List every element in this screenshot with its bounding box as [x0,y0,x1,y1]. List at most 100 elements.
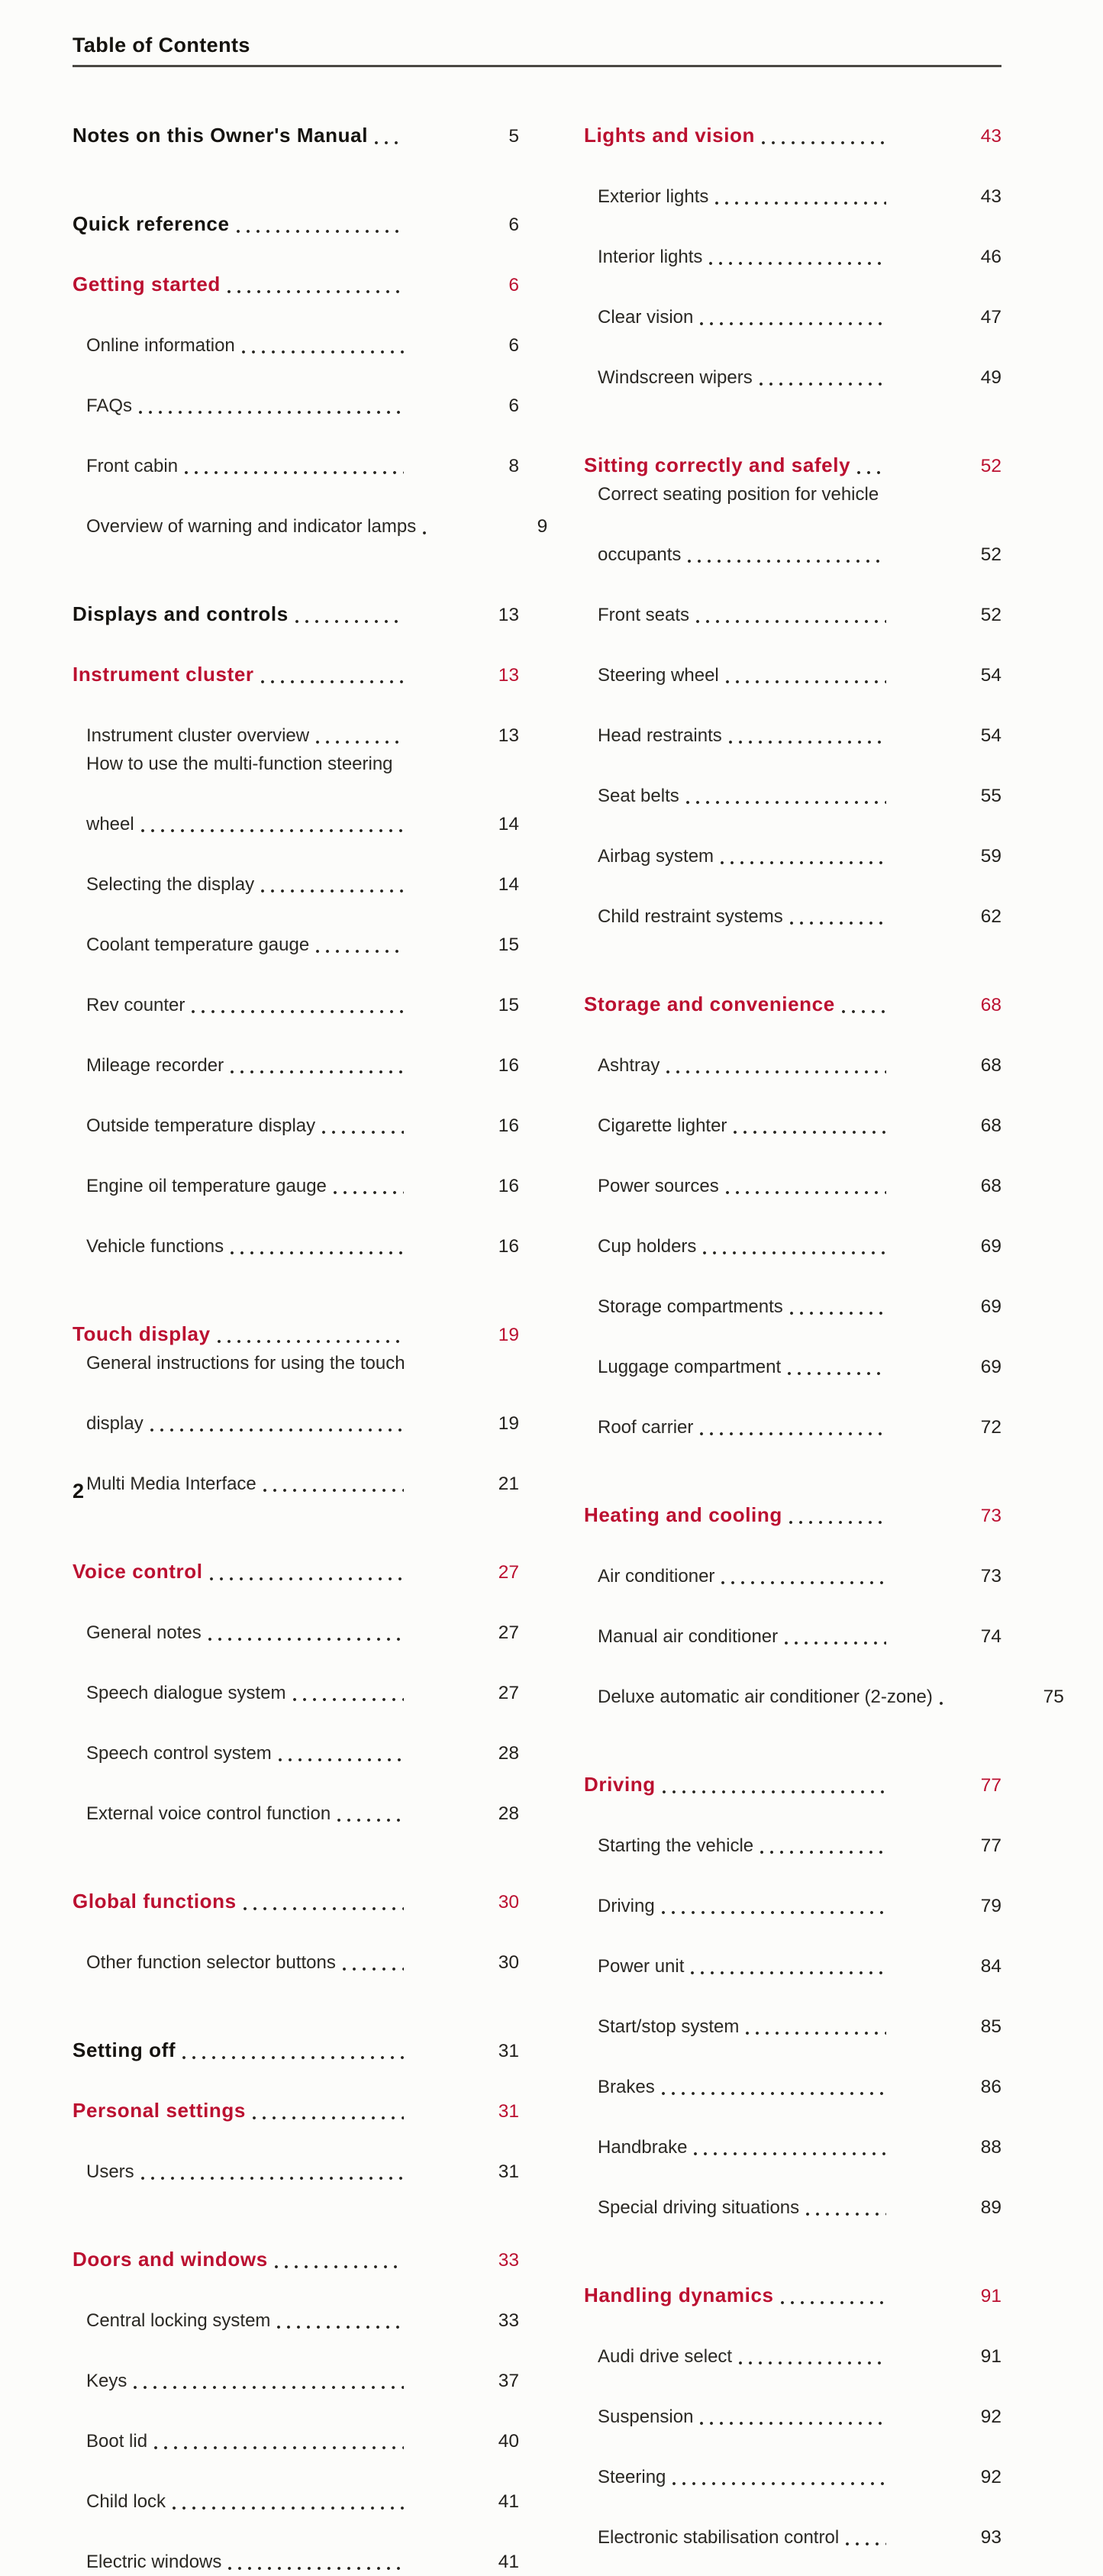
toc-entry: Speech control system 28 [73,1707,519,1767]
toc-entry-page: 40 [498,2431,519,2452]
toc-entry-line: Speech control system 28 [73,1707,519,1767]
dot-leader [703,1251,886,1254]
toc-entry-page: 43 [980,186,1001,207]
dot-leader [333,1191,404,1194]
toc-entry: Quick reference 6 [73,179,519,239]
toc-columns: Notes on this Owner's Manual 5 Quick ref… [73,90,1064,2576]
toc-entry-line: Displays and controls 13 [73,569,519,629]
toc-entry-label: Multi Media Interface [86,1474,256,1494]
dot-leader [662,1790,886,1793]
toc-entry-line: FAQs 6 [73,360,519,420]
toc-entry-page: 69 [980,1357,1001,1377]
toc-entry-line: Brakes 86 [584,2041,1001,2101]
toc-entry-label: Vehicle functions [86,1236,224,1257]
toc-entry-line: Multi Media Interface 21 [73,1438,519,1498]
toc-entry-line: External voice control function 28 [73,1767,519,1828]
toc-entry-label: Heating and cooling [584,1503,782,1526]
dot-leader [140,2177,404,2180]
dot-leader [342,1968,404,1971]
toc-entry: Handbrake 88 [584,2101,1001,2161]
toc-entry-page: 69 [980,1296,1001,1317]
toc-entry-label: Handling dynamics [584,2284,774,2306]
toc-entry-line: Deluxe automatic air conditioner (2-zone… [584,1651,1064,1711]
dot-leader [789,1521,886,1524]
toc-entry-line: Instrument cluster overview 13 [73,689,519,750]
toc-entry: Correct seating position for vehicle occ… [584,480,1001,569]
toc-entry-page: 21 [498,1474,519,1494]
dot-leader [691,1971,886,1974]
toc-entry-line: Cup holders 69 [584,1200,1001,1261]
toc-entry-line: Rev counter 15 [73,959,519,1019]
toc-entry-label: Start/stop system [598,2016,740,2037]
toc-entry: Multi Media Interface 21 [73,1438,519,1498]
toc-entry-label: Online information [86,335,235,356]
toc-entry-page: 52 [980,456,1001,476]
dot-leader [789,1312,886,1315]
toc-entry-page: 79 [980,1896,1001,1916]
toc-entry-page: 55 [980,786,1001,806]
dot-leader [316,950,404,953]
toc-entry-page: 16 [498,1115,519,1136]
toc-entry-line: Suspension 92 [584,2371,1001,2431]
toc-entry-label: Interior lights [598,247,703,267]
dot-leader [721,861,886,864]
toc-entry-page: 92 [980,2467,1001,2487]
toc-entry-line: Storage compartments 69 [584,1261,1001,1321]
toc-entry: Storage and convenience 68 [584,959,1001,1019]
dot-leader [277,2326,404,2329]
toc-entry-label: Personal settings [73,2099,246,2122]
toc-entry-label: occupants [598,544,682,565]
toc-entry-page: 31 [498,2041,519,2061]
dot-leader [841,1010,886,1013]
toc-entry-page: 73 [980,1566,1001,1587]
toc-entry: Touch display 19 [73,1289,519,1349]
toc-entry-page: 31 [498,2161,519,2182]
dot-leader [746,2032,886,2035]
toc-entry: Steering wheel 54 [584,629,1001,689]
toc-entry-page: 31 [498,2101,519,2122]
toc-entry-page: 54 [980,725,1001,746]
dot-leader [685,801,886,804]
toc-entry-line: Special driving situations 89 [584,2161,1001,2222]
toc-entry-page: 27 [498,1622,519,1643]
toc-entry: Sitting correctly and safely 52 [584,420,1001,480]
dot-leader [806,2213,886,2216]
toc-entry: Heating and cooling 73 [584,1470,1001,1530]
toc-entry-line: Front seats 52 [584,569,1001,629]
toc-entry-line: Starting the vehicle 77 [584,1800,1001,1860]
toc-entry-label: Sitting correctly and safely [584,454,851,476]
dot-leader [734,1131,886,1134]
toc-entry-line: Air conditioner 73 [584,1530,1001,1590]
toc-entry-line: Storage and convenience 68 [584,959,1001,1019]
toc-entry: Central locking system 33 [73,2274,519,2335]
toc-entry-line: Speech dialogue system 27 [73,1647,519,1707]
toc-entry: Front seats 52 [584,569,1001,629]
toc-entry: Exterior lights 43 [584,150,1001,211]
toc-entry-page: 30 [498,1952,519,1973]
toc-entry-page: 8 [508,456,519,476]
toc-entry-page: 77 [980,1775,1001,1796]
toc-entry-label: Storage and convenience [584,993,835,1015]
toc-entry-label: Ashtray [598,1055,660,1076]
toc-entry: Global functions 30 [73,1856,519,1916]
toc-entry: Interior lights 46 [584,211,1001,271]
toc-page: Table of Contents Notes on this Owner's … [73,34,1064,2576]
toc-entry-line: General notes 27 [73,1587,519,1647]
toc-entry-page: 88 [980,2137,1001,2158]
toc-entry-label: Voice control [73,1560,203,1583]
toc-entry: Brakes 86 [584,2041,1001,2101]
toc-entry-page: 14 [498,874,519,895]
toc-entry-line: Seat belts 55 [584,750,1001,810]
toc-entry: Cigarette lighter 68 [584,1080,1001,1140]
dot-leader [688,560,886,563]
dot-leader [274,2265,404,2268]
toc-entry-label: Windscreen wipers [598,367,753,388]
toc-entry: Online information 6 [73,299,519,360]
toc-entry-label: Users [86,2161,134,2182]
toc-entry-line: Clear vision 47 [584,271,1001,331]
toc-entry-line: Steering 92 [584,2431,1001,2491]
toc-entry: Roof carrier 72 [584,1381,1001,1441]
toc-entry-line: Handling dynamics 91 [584,2250,1001,2310]
dot-leader [322,1131,404,1134]
toc-entry-page: 47 [980,307,1001,328]
